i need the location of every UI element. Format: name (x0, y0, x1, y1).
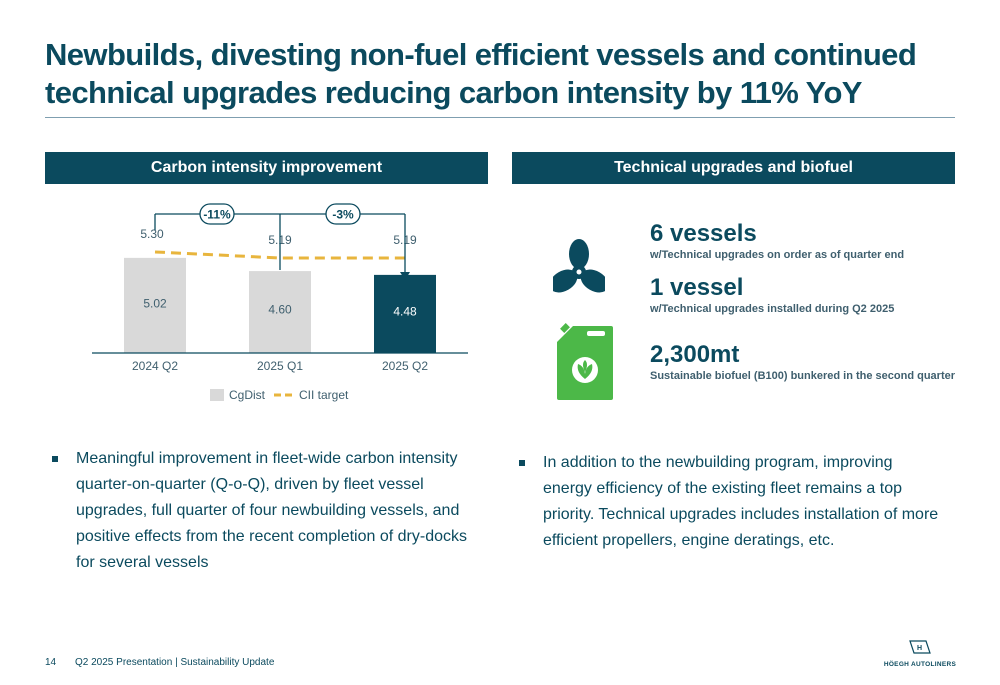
bar-2025-q2 (374, 274, 436, 353)
stat-value-vessels-on-order: 6 vessels (650, 220, 757, 247)
carbon-intensity-bullet-text: Meaningful improvement in fleet-wide car… (76, 450, 467, 571)
stat-value-biofuel: 2,300mt (650, 341, 740, 368)
stat-desc-vessels-on-order: w/Technical upgrades on order as of quar… (650, 249, 905, 261)
change-annotation-badge (325, 203, 361, 225)
bar-value-label: 5.02 (143, 296, 167, 310)
company-logo: H HÖEGH AUTOLINERS (880, 640, 960, 668)
carbon-intensity-bullet: Meaningful improvement in fleet-wide car… (52, 446, 482, 576)
page-title-line-2: technical upgrades reducing carbon inten… (45, 75, 862, 110)
legend-label-cii-target: CII target (299, 388, 349, 402)
propeller-icon (553, 239, 605, 293)
change-annotation-badge (199, 203, 235, 225)
company-logo-text: HÖEGH AUTOLINERS (883, 661, 957, 668)
legend-swatch-cgdist (210, 389, 224, 401)
title-divider (45, 117, 955, 118)
carbon-intensity-header: Carbon intensity improvement (45, 152, 488, 184)
technical-upgrades-bullet: In addition to the newbuilding program, … (519, 450, 944, 554)
page-number: 14 (45, 657, 57, 668)
stat-desc-biofuel: Sustainable biofuel (B100) bunkered in t… (650, 370, 956, 382)
bar-2025-q1 (249, 271, 311, 353)
hoegh-logo-icon: H (909, 640, 931, 654)
x-tick-label: 2025 Q1 (257, 359, 303, 373)
x-tick-label: 2024 Q2 (132, 359, 178, 373)
bullet-marker (519, 460, 525, 466)
stat-value-vessel-installed: 1 vessel (650, 274, 744, 301)
footer-text: Q2 2025 Presentation | Sustainability Up… (75, 657, 275, 668)
technical-upgrades-bullet-text: In addition to the newbuilding program, … (543, 454, 939, 549)
stat-desc-vessel-installed: w/Technical upgrades installed during Q2… (650, 303, 895, 315)
change-annotation-label: -11% (203, 208, 231, 222)
x-tick-label: 2025 Q2 (382, 359, 428, 373)
bracket-arrow-head (400, 272, 410, 280)
bullet-marker (52, 456, 58, 462)
jerrycan-leaf-icon (557, 323, 613, 400)
svg-text:H: H (917, 645, 922, 652)
technical-upgrades-header: Technical upgrades and biofuel (512, 152, 955, 184)
page-title-line-1: Newbuilds, divesting non-fuel efficient … (45, 37, 917, 72)
cii-target-label: 5.30 (140, 227, 164, 241)
bar-value-label: 4.48 (393, 305, 417, 319)
bar-value-label: 4.60 (268, 303, 292, 317)
bar-2024-q2 (124, 257, 186, 353)
cii-target-line (154, 250, 405, 260)
page-title: Newbuilds, divesting non-fuel efficient … (45, 36, 945, 112)
change-annotation-label: -3% (332, 208, 354, 222)
legend-label-cgdist: CgDist (229, 388, 266, 402)
